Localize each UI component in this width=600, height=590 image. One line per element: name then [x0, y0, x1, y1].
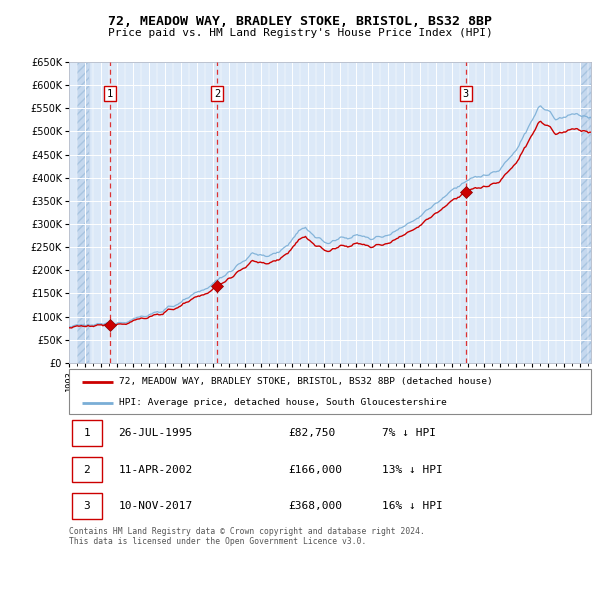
- FancyBboxPatch shape: [71, 457, 102, 483]
- FancyBboxPatch shape: [69, 369, 591, 414]
- Text: £82,750: £82,750: [288, 428, 335, 438]
- Text: 13% ↓ HPI: 13% ↓ HPI: [382, 465, 443, 474]
- Text: 72, MEADOW WAY, BRADLEY STOKE, BRISTOL, BS32 8BP: 72, MEADOW WAY, BRADLEY STOKE, BRISTOL, …: [108, 15, 492, 28]
- Text: 26-JUL-1995: 26-JUL-1995: [119, 428, 193, 438]
- Bar: [581, 62, 591, 363]
- Text: 10-NOV-2017: 10-NOV-2017: [119, 502, 193, 511]
- Text: 2: 2: [214, 88, 220, 99]
- Text: 3: 3: [463, 88, 469, 99]
- Bar: [77, 62, 89, 363]
- Text: 16% ↓ HPI: 16% ↓ HPI: [382, 502, 443, 511]
- Text: 72, MEADOW WAY, BRADLEY STOKE, BRISTOL, BS32 8BP (detached house): 72, MEADOW WAY, BRADLEY STOKE, BRISTOL, …: [119, 378, 493, 386]
- Text: 1: 1: [107, 88, 113, 99]
- Text: £368,000: £368,000: [288, 502, 342, 511]
- Text: 3: 3: [83, 502, 90, 511]
- Text: 11-APR-2002: 11-APR-2002: [119, 465, 193, 474]
- Text: HPI: Average price, detached house, South Gloucestershire: HPI: Average price, detached house, Sout…: [119, 398, 446, 407]
- Bar: [581, 62, 591, 363]
- Bar: [77, 62, 89, 363]
- Text: 1: 1: [83, 428, 90, 438]
- Text: 2: 2: [83, 465, 90, 474]
- Text: £166,000: £166,000: [288, 465, 342, 474]
- Text: Price paid vs. HM Land Registry's House Price Index (HPI): Price paid vs. HM Land Registry's House …: [107, 28, 493, 38]
- Text: Contains HM Land Registry data © Crown copyright and database right 2024.
This d: Contains HM Land Registry data © Crown c…: [69, 527, 425, 546]
- FancyBboxPatch shape: [71, 420, 102, 446]
- FancyBboxPatch shape: [71, 493, 102, 519]
- Text: 7% ↓ HPI: 7% ↓ HPI: [382, 428, 436, 438]
